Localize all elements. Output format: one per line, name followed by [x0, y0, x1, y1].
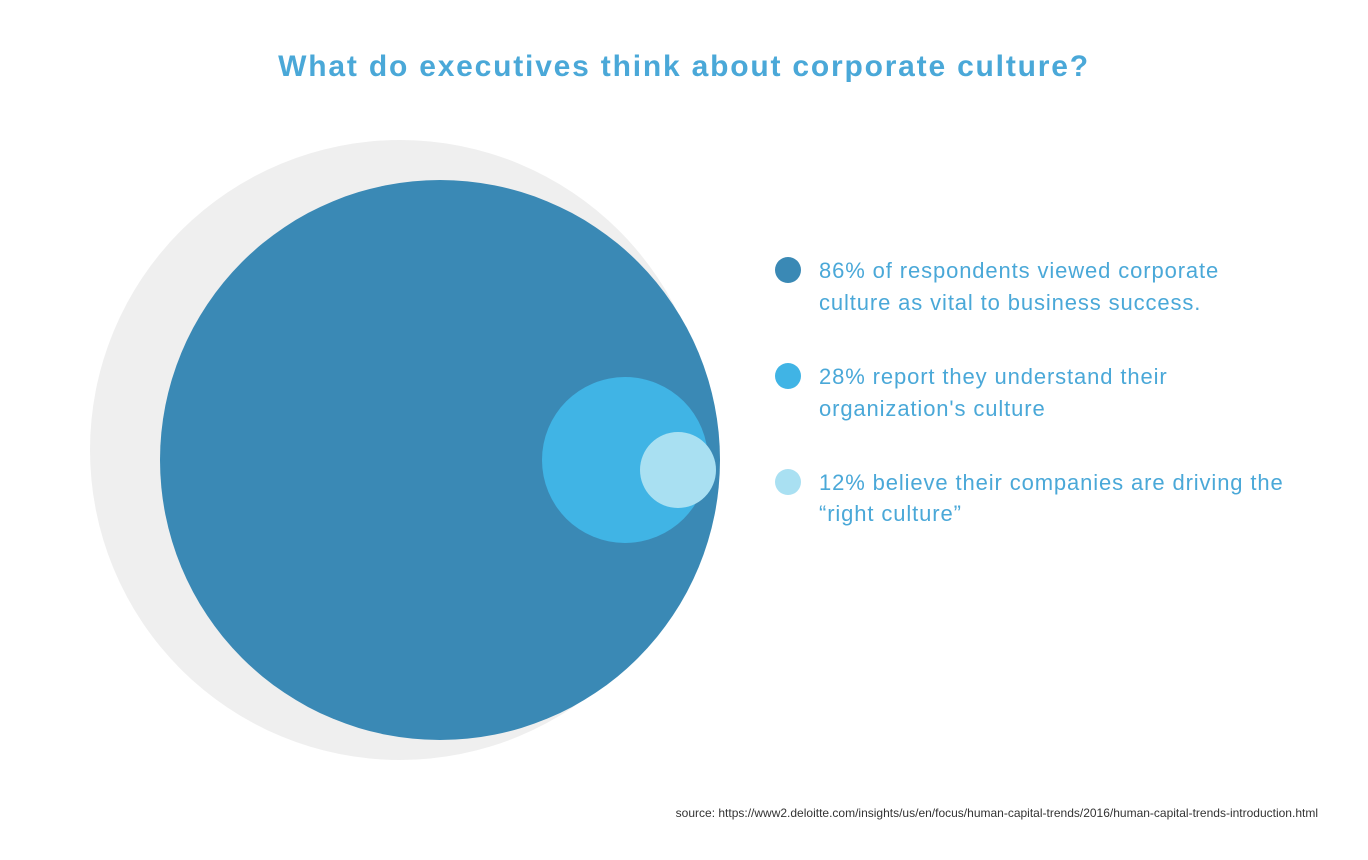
circle-12pct — [640, 432, 716, 508]
infographic-canvas: What do executives think about corporate… — [0, 0, 1368, 860]
source-citation: source: https://www2.deloitte.com/insigh… — [676, 806, 1318, 820]
legend-text: 12% believe their companies are driving … — [819, 467, 1295, 531]
legend-item: 86% of respondents viewed corporate cult… — [775, 255, 1295, 319]
legend-bullet-icon — [775, 257, 801, 283]
legend-text: 86% of respondents viewed corporate cult… — [819, 255, 1295, 319]
legend-bullet-icon — [775, 469, 801, 495]
legend-bullet-icon — [775, 363, 801, 389]
nested-circle-chart — [90, 130, 730, 770]
legend-text: 28% report they understand their organiz… — [819, 361, 1295, 425]
chart-title: What do executives think about corporate… — [0, 50, 1368, 84]
legend-item: 28% report they understand their organiz… — [775, 361, 1295, 425]
legend-item: 12% believe their companies are driving … — [775, 467, 1295, 531]
legend: 86% of respondents viewed corporate cult… — [775, 255, 1295, 572]
